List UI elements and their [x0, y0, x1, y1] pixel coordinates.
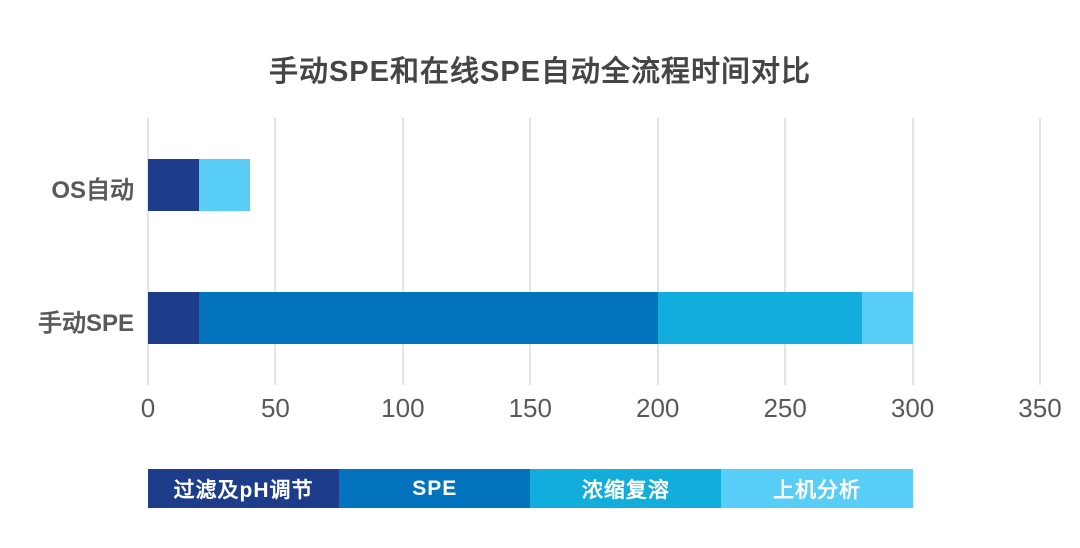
- x-axis-tick-label: 300: [890, 393, 935, 423]
- bar-segment: [198, 292, 658, 345]
- legend-item: 过滤及pH调节: [148, 469, 340, 508]
- x-axis-tick-label: 150: [508, 393, 552, 423]
- x-axis-tick-label: 200: [636, 393, 680, 423]
- y-axis-category-label: OS自动: [51, 176, 134, 204]
- gridline: [784, 118, 787, 385]
- gridline: [656, 118, 659, 385]
- gridline: [401, 118, 404, 385]
- gridline: [529, 118, 532, 385]
- legend-item: 浓缩复溶: [530, 469, 722, 508]
- x-axis-tick-label: 0: [140, 393, 156, 423]
- gridline: [1039, 118, 1041, 385]
- x-axis-tick-label: 350: [1018, 393, 1062, 423]
- bar-segment: [198, 158, 250, 211]
- x-axis-tick-label: 250: [763, 393, 807, 423]
- legend-item-label: SPE: [412, 476, 458, 500]
- gridline: [274, 118, 277, 385]
- y-axis-category-label: 手动SPE: [37, 310, 134, 338]
- bar-segment: [861, 292, 913, 345]
- x-axis-tick-label: 50: [260, 393, 290, 423]
- gridline: [147, 118, 149, 385]
- legend-item-label: 过滤及pH调节: [173, 478, 314, 502]
- legend-item: SPE: [339, 469, 531, 508]
- legend-item-label: 上机分析: [772, 478, 861, 502]
- legend-item-label: 浓缩复溶: [581, 478, 670, 502]
- gridline: [911, 118, 914, 385]
- legend: 过滤及pH调节 SPE 浓缩复溶 上机分析: [148, 469, 913, 508]
- bar-segment: [148, 292, 199, 345]
- bar-segment: [148, 158, 199, 211]
- chart-title: 手动SPE和在线SPE自动全流程时间对比: [268, 56, 812, 88]
- x-axis-tick-label: 100: [381, 393, 425, 423]
- bar-segment: [657, 292, 862, 345]
- legend-item: 上机分析: [721, 469, 913, 508]
